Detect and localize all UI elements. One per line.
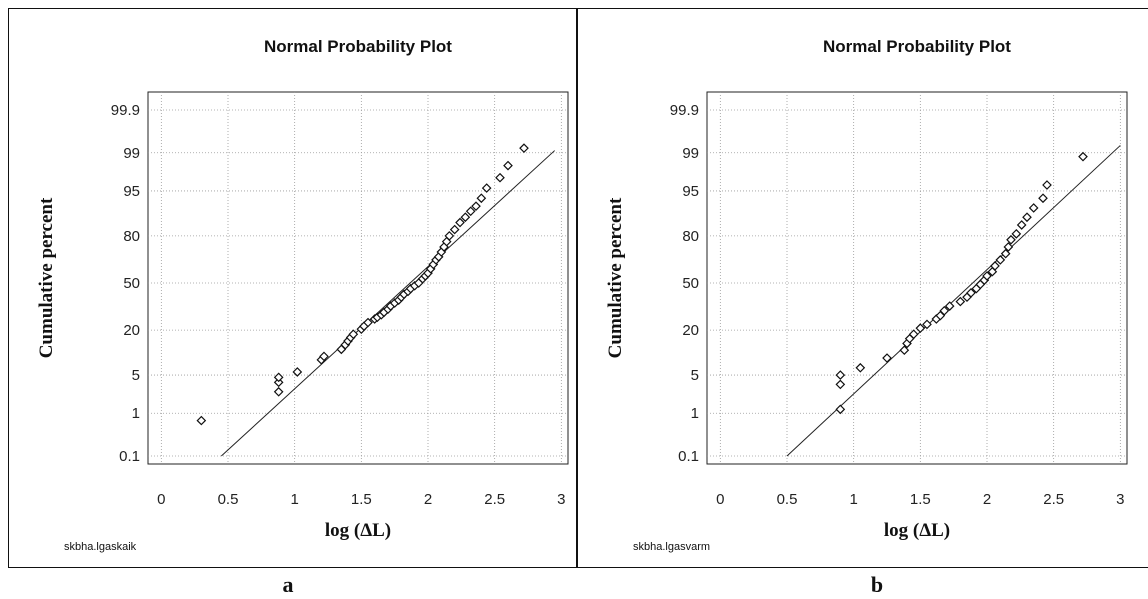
panel-label: b (871, 572, 883, 597)
y-tick-label: 50 (123, 275, 140, 292)
data-point (1038, 193, 1048, 204)
data-point (1042, 180, 1052, 190)
x-tick-label: 0.5 (777, 491, 798, 508)
data-point (1011, 229, 1022, 239)
data-point (966, 288, 976, 298)
data-point (449, 224, 460, 235)
panel-label: a (283, 572, 294, 597)
y-tick-label: 50 (682, 275, 699, 292)
data-point (273, 386, 284, 397)
data-point (273, 377, 284, 388)
data-point (292, 367, 303, 377)
data-point (519, 143, 529, 153)
y-axis-label: Cumulative percent (36, 197, 57, 358)
x-tick-label: 2 (983, 491, 991, 508)
y-tick-label: 99.9 (111, 102, 140, 119)
source-label: skbha.lgaskaik (64, 541, 137, 553)
y-tick-label: 1 (691, 405, 699, 422)
y-tick-label: 99 (123, 145, 140, 162)
data-point (835, 379, 846, 390)
chart-title: Normal Probability Plot (823, 37, 1011, 56)
plot-area (147, 91, 569, 465)
data-point (908, 329, 919, 340)
y-tick-label: 80 (123, 228, 140, 245)
data-point (855, 362, 866, 373)
data-point (1022, 212, 1032, 223)
data-point (995, 255, 1006, 265)
data-point (990, 261, 1000, 271)
data-point (471, 201, 481, 212)
y-tick-label: 20 (682, 322, 699, 339)
y-tick-label: 0.1 (678, 448, 699, 465)
data-point (196, 415, 207, 426)
y-tick-label: 1 (132, 405, 140, 422)
data-point (944, 301, 955, 311)
y-tick-label: 99.9 (670, 102, 699, 119)
data-point (363, 317, 373, 328)
data-point (935, 310, 946, 321)
data-point (835, 404, 846, 415)
x-tick-label: 3 (1116, 491, 1124, 508)
y-tick-label: 99 (682, 145, 699, 162)
data-point (922, 319, 932, 330)
x-tick-label: 2.5 (484, 491, 505, 508)
chart-b: 99.9 99 95 80 50 20 5 1 0.1 0 0.5 1 1.5 2 2.5 3 Normal P… (605, 37, 1128, 597)
data-point (899, 345, 910, 356)
data-point (1016, 220, 1027, 230)
x-tick-label: 1 (290, 491, 298, 508)
y-tick-label: 20 (123, 322, 140, 339)
data-point (465, 206, 476, 217)
x-tick-label: 1 (849, 491, 857, 508)
data-point (273, 372, 284, 383)
data-point (1028, 203, 1039, 213)
source-label: skbha.lgasvarm (633, 541, 710, 553)
data-point (1003, 242, 1014, 252)
data-point (460, 212, 471, 223)
fit-line (786, 145, 1121, 457)
data-point (1078, 151, 1088, 162)
x-tick-label: 2 (424, 491, 432, 508)
x-tick-label: 1.5 (351, 491, 372, 508)
y-axis-label: Cumulative percent (605, 197, 626, 358)
y-tick-label: 95 (682, 183, 699, 200)
data-point (455, 217, 465, 228)
x-axis-label: log (ΔL) (325, 520, 391, 541)
data-point (444, 231, 455, 241)
data-point (982, 271, 992, 281)
chart-title: Normal Probability Plot (264, 37, 452, 56)
plot-area (706, 91, 1128, 465)
data-point (503, 160, 513, 171)
data-point (939, 305, 950, 316)
x-axis-label: log (ΔL) (884, 520, 950, 541)
x-tick-label: 0 (157, 491, 165, 508)
x-tick-label: 2.5 (1043, 491, 1064, 508)
y-tick-label: 95 (123, 183, 140, 200)
y-tick-label: 0.1 (119, 448, 140, 465)
data-point (882, 353, 892, 363)
data-point (955, 296, 966, 307)
x-tick-label: 0.5 (218, 491, 239, 508)
data-point (835, 370, 846, 380)
x-tick-label: 3 (557, 491, 565, 508)
data-point (319, 351, 329, 362)
x-tick-label: 0 (716, 491, 724, 508)
data-point (476, 193, 487, 204)
data-point (1000, 248, 1011, 259)
data-point (495, 172, 505, 183)
data-point (481, 183, 492, 193)
fit-line (220, 150, 556, 457)
data-point (1006, 234, 1016, 245)
y-tick-label: 80 (682, 228, 699, 245)
data-point (348, 329, 359, 340)
data-point (915, 323, 926, 333)
y-tick-label: 5 (691, 367, 699, 384)
chart-a: 99.9 99 95 80 50 20 5 1 0.1 0 0.5 1 1.5 2 2.5 3 Normal P… (36, 37, 569, 597)
y-tick-label: 5 (132, 367, 140, 384)
x-tick-label: 1.5 (910, 491, 931, 508)
